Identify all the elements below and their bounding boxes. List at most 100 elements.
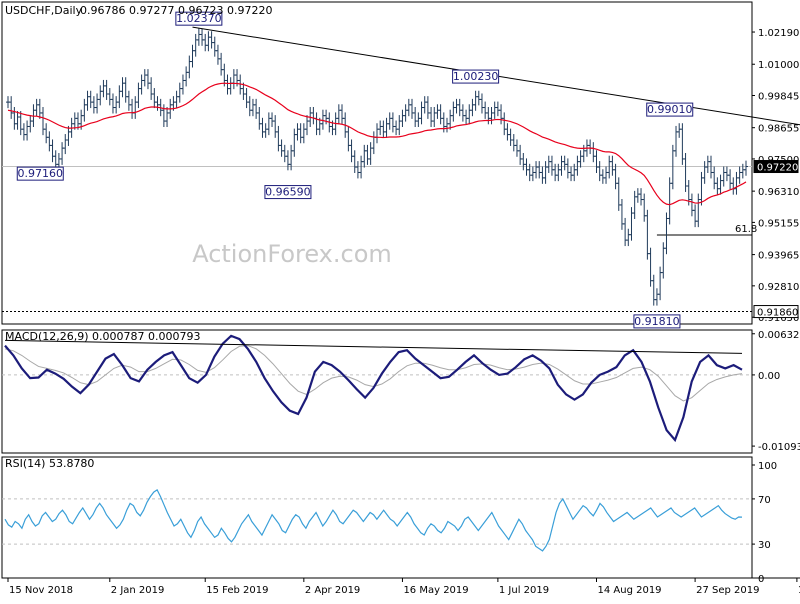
- price-bar: [146, 69, 150, 89]
- price-bar: [66, 126, 70, 146]
- x-axis-label: 2 Jan 2019: [111, 585, 165, 596]
- price-bar: [181, 75, 185, 95]
- price-bar: [359, 156, 363, 179]
- price-bar: [741, 164, 745, 179]
- price-bar: [598, 161, 602, 181]
- price-bar: [655, 288, 659, 305]
- price-bar: [591, 142, 595, 162]
- rsi-line: [5, 490, 742, 551]
- price-bar: [315, 112, 319, 135]
- fib-label: 61.8: [735, 224, 757, 235]
- price-bar: [302, 123, 306, 143]
- price-annotation: 1.00230: [453, 70, 499, 83]
- watermark-text: ActionForex.com: [192, 240, 392, 268]
- price-bar: [114, 96, 118, 113]
- price-bar: [483, 102, 487, 119]
- price-bar: [165, 107, 169, 127]
- price-bar: [464, 110, 468, 125]
- price-bar: [725, 167, 729, 182]
- price-bar: [273, 115, 277, 138]
- price-bar: [439, 104, 443, 124]
- price-bar: [394, 121, 398, 136]
- price-bar: [25, 121, 29, 141]
- price-bar: [340, 104, 344, 124]
- price-bar: [140, 75, 144, 95]
- rsi-y-tick-label: 30: [758, 540, 771, 551]
- price-bar: [668, 177, 672, 224]
- price-bar: [531, 167, 535, 182]
- price-bar: [566, 158, 570, 178]
- price-bar: [191, 45, 195, 68]
- price-bar: [416, 112, 420, 127]
- price-bar: [152, 88, 156, 108]
- price-frame: [2, 2, 752, 324]
- price-bar: [260, 118, 264, 138]
- rsi-pane: [2, 490, 752, 551]
- price-pane-title: USDCHF,Daily: [5, 4, 83, 17]
- price-bar: [143, 69, 147, 86]
- price-bar: [257, 107, 261, 130]
- macd-pane-title: MACD(12,26,9) 0.000787 0.000793: [5, 330, 201, 343]
- price-bar: [372, 131, 376, 154]
- price-bar: [391, 112, 395, 132]
- price-bar: [645, 210, 649, 260]
- price-bar: [400, 110, 404, 127]
- price-ohlc-text: 0.96786 0.97277 0.96723 0.97220: [80, 4, 272, 17]
- price-bar: [375, 123, 379, 143]
- price-bar: [346, 126, 350, 151]
- price-bar: [458, 99, 462, 116]
- price-bar: [693, 204, 697, 227]
- price-bar: [35, 99, 39, 116]
- price-bar: [509, 129, 513, 146]
- price-bar: [82, 99, 86, 122]
- price-bar: [604, 167, 608, 184]
- price-bar: [636, 188, 640, 203]
- price-annotation-label: 1.00230: [453, 70, 499, 83]
- price-bar: [105, 80, 109, 100]
- price-y-tick-label: 0.95155: [758, 218, 799, 229]
- price-bar: [582, 145, 586, 162]
- price-bar: [633, 191, 637, 219]
- price-bar: [149, 77, 153, 100]
- price-bar: [470, 99, 474, 116]
- price-bar: [547, 156, 551, 173]
- price-bar: [254, 99, 258, 119]
- price-bar: [108, 88, 112, 105]
- price-y-tick-label: 0.98655: [758, 124, 799, 135]
- price-bar: [353, 150, 357, 173]
- price-bar: [490, 107, 494, 124]
- price-annotation-label: 0.96590: [265, 186, 311, 199]
- price-bar: [445, 118, 449, 133]
- price-y-tick-label: 1.01000: [758, 60, 799, 71]
- price-bar: [187, 56, 191, 79]
- price-annotation: 0.96590: [265, 186, 311, 199]
- price-bar: [671, 145, 675, 189]
- price-bar: [738, 167, 742, 184]
- price-bar: [569, 167, 573, 182]
- price-bar: [442, 112, 446, 132]
- price-bar: [121, 77, 125, 97]
- price-bar: [9, 96, 13, 119]
- macd-pane: [2, 336, 752, 440]
- price-bar: [19, 111, 23, 135]
- price-bar: [703, 161, 707, 184]
- support-price-tag: 0.91860: [754, 306, 798, 319]
- rsi-y-tick-label: 100: [758, 461, 777, 472]
- price-bar: [719, 175, 723, 195]
- price-bar: [560, 156, 564, 176]
- price-bar: [51, 139, 55, 162]
- price-bar: [617, 177, 621, 211]
- price-bar: [607, 156, 611, 179]
- price-bar: [365, 145, 369, 165]
- price-bar: [101, 80, 105, 97]
- label-layer: 61.81.023700.971600.965901.002300.990100…: [17, 12, 757, 328]
- price-bar: [130, 99, 134, 119]
- price-bar: [12, 107, 16, 130]
- price-bar: [461, 104, 465, 121]
- price-annotation: 0.99010: [647, 103, 693, 116]
- price-bar: [369, 142, 373, 165]
- price-bar: [286, 150, 290, 170]
- price-bar: [652, 275, 656, 306]
